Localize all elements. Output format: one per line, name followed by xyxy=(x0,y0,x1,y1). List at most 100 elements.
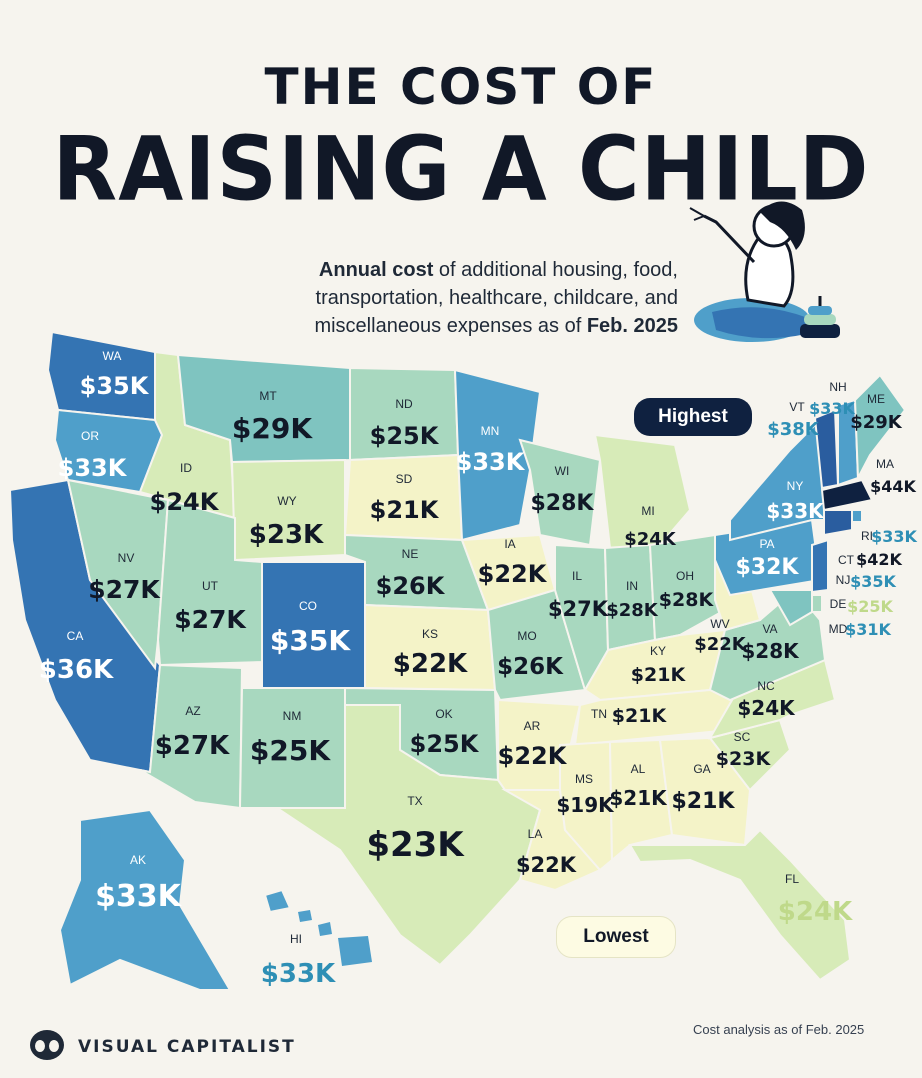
state-value-sd: $21K xyxy=(370,496,440,524)
state-value-tn: $21K xyxy=(612,705,668,727)
state-ga xyxy=(658,736,752,847)
child-illustration xyxy=(689,201,840,342)
state-abbr-az: AZ xyxy=(185,704,200,718)
state-value-ga: $21K xyxy=(672,789,736,814)
visual-capitalist-logo-icon xyxy=(28,1028,66,1067)
state-oh xyxy=(648,533,727,642)
state-ma xyxy=(820,478,874,512)
state-value-vt: $38K xyxy=(767,419,820,440)
state-abbr-pa: PA xyxy=(759,537,774,551)
state-value-me: $29K xyxy=(850,412,903,433)
state-fl xyxy=(628,828,852,982)
state-value-ak: $33K xyxy=(95,879,183,914)
state-abbr-nh: NH xyxy=(829,380,846,394)
state-value-nv: $27K xyxy=(88,575,161,604)
state-value-in: $28K xyxy=(606,600,659,621)
state-hi-island-4 xyxy=(338,936,372,966)
state-value-wi: $28K xyxy=(531,491,595,516)
state-wi xyxy=(518,438,602,547)
state-value-md: $31K xyxy=(845,620,891,639)
state-abbr-ok: OK xyxy=(435,707,452,721)
state-value-ri: $33K xyxy=(871,527,917,546)
state-abbr-nj: NJ xyxy=(836,573,851,587)
state-value-tx: $23K xyxy=(366,825,465,865)
state-value-mt: $29K xyxy=(232,412,313,445)
state-value-ok: $25K xyxy=(410,730,480,758)
state-abbr-ca: CA xyxy=(67,629,84,643)
state-value-al: $21K xyxy=(609,786,668,810)
state-abbr-sd: SD xyxy=(396,472,413,486)
state-value-oh: $28K xyxy=(659,589,715,611)
state-abbr-fl: FL xyxy=(785,872,799,886)
state-abbr-md: MD xyxy=(829,622,848,636)
brand: VISUAL CAPITALIST xyxy=(28,1028,296,1067)
state-value-nh: $33K xyxy=(809,399,855,418)
state-abbr-id: ID xyxy=(180,461,192,475)
state-abbr-ar: AR xyxy=(524,719,541,733)
state-abbr-sc: SC xyxy=(734,730,751,744)
state-al xyxy=(608,738,674,863)
state-value-wv: $22K xyxy=(694,634,747,655)
state-abbr-ne: NE xyxy=(402,547,419,561)
state-abbr-la: LA xyxy=(528,827,543,841)
state-nv xyxy=(66,478,170,671)
state-value-ca: $36K xyxy=(39,655,114,685)
state-abbr-mn: MN xyxy=(481,424,500,438)
state-ct xyxy=(823,509,853,537)
state-ri xyxy=(851,509,863,523)
brand-name: VISUAL CAPITALIST xyxy=(78,1037,296,1057)
state-value-ma: $44K xyxy=(870,477,916,496)
state-value-co: $35K xyxy=(270,624,351,657)
subtitle: Annual cost of additional housing, food,… xyxy=(248,256,678,340)
state-de xyxy=(811,594,823,613)
state-hi xyxy=(263,888,292,914)
state-abbr-oh: OH xyxy=(676,569,694,583)
state-abbr-ak: AK xyxy=(130,853,146,867)
footer-note: Cost analysis as of Feb. 2025 xyxy=(693,1022,865,1037)
subtitle-bold-lead: Annual cost xyxy=(318,259,434,281)
state-value-il: $27K xyxy=(548,597,609,621)
state-value-mn: $33K xyxy=(456,448,526,476)
state-value-hi: $33K xyxy=(261,959,336,989)
state-abbr-in: IN xyxy=(626,579,638,593)
state-nj xyxy=(811,538,829,594)
state-value-nd: $25K xyxy=(370,422,440,450)
state-value-mo: $26K xyxy=(497,654,564,680)
state-abbr-vt: VT xyxy=(789,400,805,414)
subtitle-body: of additional housing, food, transportat… xyxy=(314,259,678,337)
state-abbr-ga: GA xyxy=(693,762,710,776)
state-nc xyxy=(707,658,837,740)
state-value-ut: $27K xyxy=(174,605,247,634)
state-abbr-co: CO xyxy=(299,599,317,613)
state-abbr-tn: TN xyxy=(591,707,607,721)
state-abbr-de: DE xyxy=(830,597,847,611)
state-value-nc: $24K xyxy=(737,696,796,720)
state-value-id: $24K xyxy=(150,488,220,516)
state-abbr-ut: UT xyxy=(202,579,219,593)
state-value-fl: $24K xyxy=(778,897,853,927)
state-abbr-ky: KY xyxy=(650,644,666,658)
state-value-ky: $21K xyxy=(631,664,687,686)
state-abbr-tx: TX xyxy=(407,794,422,808)
state-abbr-ma: MA xyxy=(876,457,894,471)
state-value-ar: $22K xyxy=(498,742,568,770)
state-abbr-il: IL xyxy=(572,569,582,583)
state-hi-island-2 xyxy=(298,910,312,922)
title-line-1: THE COST OF xyxy=(264,58,658,116)
state-abbr-al: AL xyxy=(631,762,646,776)
state-abbr-mt: MT xyxy=(259,389,277,403)
state-abbr-ia: IA xyxy=(504,537,515,551)
state-mn xyxy=(453,368,542,542)
state-value-ms: $19K xyxy=(556,793,615,817)
state-ak xyxy=(58,808,232,991)
state-abbr-hi: HI xyxy=(290,932,302,946)
state-abbr-va: VA xyxy=(762,622,777,636)
state-abbr-nc: NC xyxy=(757,679,775,693)
state-value-or: $33K xyxy=(58,454,128,482)
state-value-mi: $24K xyxy=(624,529,677,550)
state-az xyxy=(139,663,244,810)
state-abbr-ny: NY xyxy=(787,479,804,493)
state-abbr-wa: WA xyxy=(103,349,122,363)
state-me xyxy=(853,373,907,482)
state-abbr-mi: MI xyxy=(641,504,654,518)
